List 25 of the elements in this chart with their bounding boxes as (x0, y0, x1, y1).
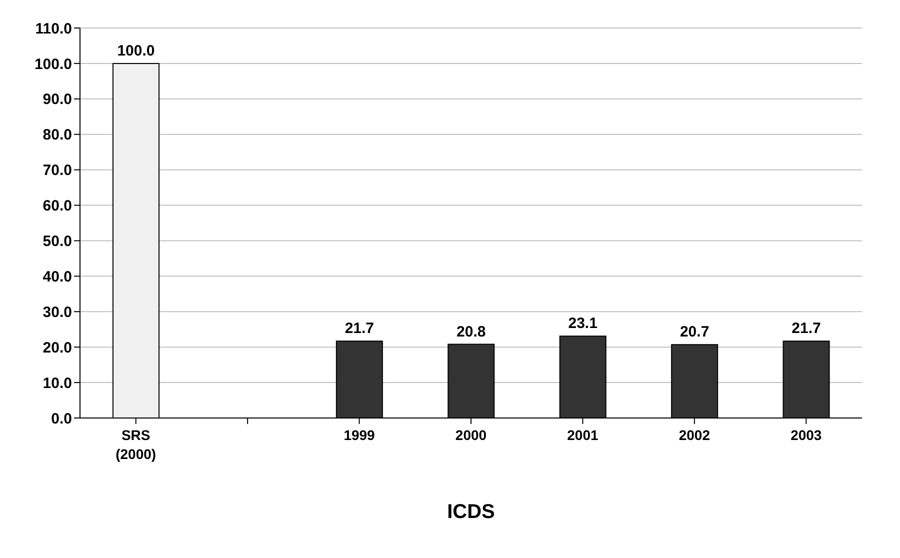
y-tick-label: 110.0 (35, 20, 72, 38)
y-tick-label: 40.0 (42, 268, 72, 286)
x-tick-label: 1999 (344, 427, 376, 443)
data-label: 23.1 (568, 315, 598, 332)
y-tick-label: 80.0 (42, 126, 72, 144)
y-tick-label: 50.0 (42, 233, 72, 250)
data-label: 21.7 (792, 320, 821, 338)
y-tick-label: 100.0 (34, 56, 72, 73)
y-tick-label: 0.0 (51, 410, 72, 428)
data-label: 21.7 (344, 320, 374, 338)
x-tick-label: 2002 (678, 427, 710, 443)
y-tick-label: 90.0 (42, 91, 72, 108)
x-tick-label: 2000 (455, 427, 487, 443)
x-tick-label: 2001 (567, 427, 598, 443)
y-tick-label: 20.0 (42, 339, 72, 356)
data-label: 20.7 (680, 324, 710, 341)
data-label: 100.0 (117, 42, 155, 60)
y-tick-label: 70.0 (42, 162, 72, 180)
x-tick-label: 2003 (790, 427, 822, 443)
x-tick-label: SRS (2000) (116, 427, 156, 462)
data-label: 20.8 (456, 323, 486, 340)
y-tick-label: 10.0 (42, 374, 72, 392)
y-tick-label: 60.0 (42, 198, 72, 215)
y-tick-label: 30.0 (42, 304, 72, 321)
x-axis-title: ICDS (447, 501, 495, 523)
